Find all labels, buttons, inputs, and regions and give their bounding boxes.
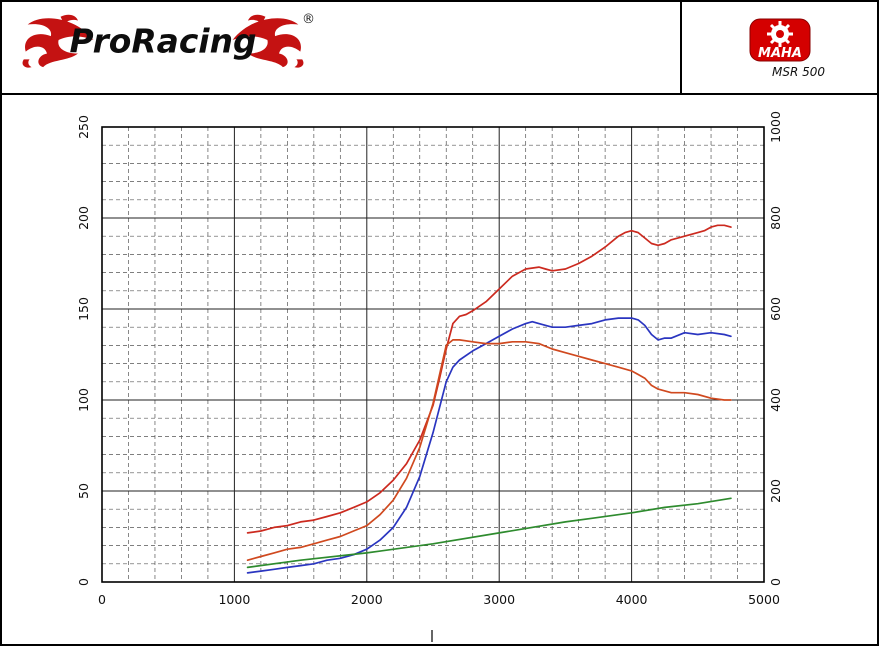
y-right-tick-label: 200 xyxy=(768,479,783,503)
plot-border xyxy=(101,126,765,583)
chart-region: 0 1000 2000 3000 4000 5000 0 50 100 150 200 250 0 200… xyxy=(2,95,877,644)
x-tick-label: 1000 xyxy=(218,592,250,607)
device-box: MAHA MSR 500 xyxy=(680,2,877,93)
report-header: ProRacing ® MAHA MSR 500 xyxy=(2,2,877,95)
y-right-tick-label: 0 xyxy=(768,578,783,586)
proracing-logo: ProRacing xyxy=(22,14,304,68)
series-green_curve xyxy=(246,497,732,569)
y-left-tick-label: 200 xyxy=(76,206,91,230)
y-right-tick-label: 400 xyxy=(768,388,783,412)
y-left-tick-label: 0 xyxy=(76,578,91,586)
maha-logo: MAHA xyxy=(749,18,810,61)
y-right-tick-label: 600 xyxy=(768,297,783,321)
y-left-tick-label: 50 xyxy=(76,483,91,499)
x-tick-label: 4000 xyxy=(616,592,648,607)
dyno-chart: 0 1000 2000 3000 4000 5000 0 50 100 150 200 250 0 200… xyxy=(76,111,783,642)
series-red_curve xyxy=(246,224,732,534)
x-tick-label: 2000 xyxy=(351,592,383,607)
flame-right-icon xyxy=(232,14,304,68)
registered-trademark: ® xyxy=(302,12,315,27)
device-name: MAHA xyxy=(758,46,802,61)
y-left-tick-label: 250 xyxy=(76,115,91,139)
y-right-tick-label: 1000 xyxy=(768,111,783,143)
brand-name: ProRacing xyxy=(70,22,257,61)
series-orange_curve xyxy=(246,339,732,562)
x-tick-label: 3000 xyxy=(483,592,515,607)
y-left-tick-label: 150 xyxy=(76,297,91,321)
device-model: MSR 500 xyxy=(771,64,825,79)
flame-left-icon xyxy=(22,14,94,68)
x-tick-label: 5000 xyxy=(748,592,780,607)
y-right-tick-label: 800 xyxy=(768,206,783,230)
x-tick-label: 0 xyxy=(98,592,106,607)
y-left-tick-label: 100 xyxy=(76,388,91,412)
series-blue_curve xyxy=(246,317,732,574)
